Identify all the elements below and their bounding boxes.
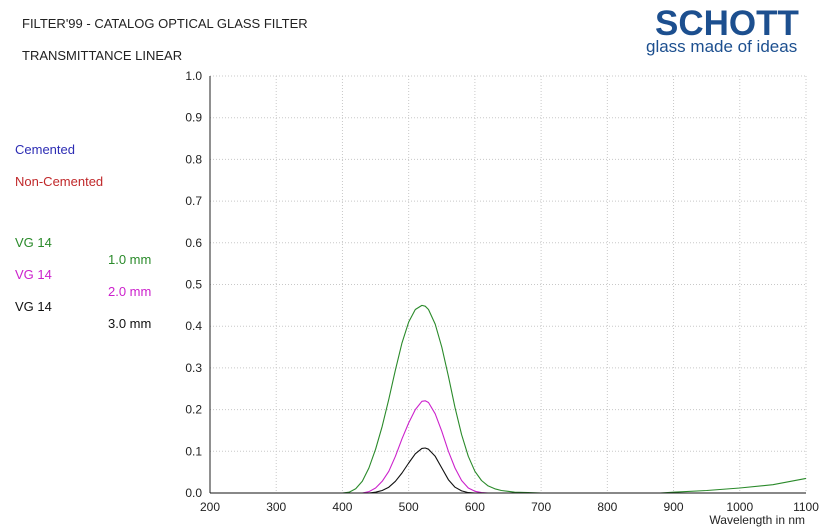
- y-tick-label: 0.0: [185, 486, 202, 500]
- x-tick-label: 900: [664, 500, 684, 514]
- y-tick-label: 0.8: [185, 152, 202, 166]
- schott-logo: SCHOTT: [655, 4, 799, 43]
- x-tick-label: 800: [597, 500, 617, 514]
- chart-title: FILTER'99 - CATALOG OPTICAL GLASS FILTER: [22, 16, 308, 31]
- legend-cemented: Cemented: [15, 142, 75, 157]
- grid: [210, 75, 807, 493]
- x-tick-label: 1100: [793, 500, 819, 514]
- y-tick-label: 0.6: [185, 236, 202, 250]
- x-tick-label: 200: [200, 500, 220, 514]
- y-tick-label: 0.4: [185, 319, 202, 333]
- x-tick-label: 1000: [726, 500, 753, 514]
- legend-glass-1: VG 14: [15, 235, 52, 250]
- series-line-2: [210, 400, 806, 494]
- legend-thickness-3: 3.0 mm: [108, 316, 152, 331]
- y-tick-label: 1.0: [185, 69, 202, 83]
- x-tick-label: 300: [266, 500, 286, 514]
- legend-glass-2: VG 14: [15, 267, 52, 282]
- y-tick-label: 0.9: [185, 111, 202, 125]
- legend-non-cemented: Non-Cemented: [15, 174, 104, 189]
- brand-tagline: glass made of ideas: [646, 37, 798, 56]
- x-tick-label: 400: [332, 500, 352, 514]
- y-tick-label: 0.5: [185, 278, 202, 292]
- legend-glass-3: VG 14: [15, 299, 52, 314]
- y-tick-label: 0.1: [185, 444, 202, 458]
- y-tick-label: 0.3: [185, 361, 202, 375]
- x-tick-label: 700: [531, 500, 551, 514]
- y-tick-label: 0.2: [185, 403, 202, 417]
- x-axis-label: Wavelength in nm: [709, 513, 805, 527]
- chart-subtitle: TRANSMITTANCE LINEAR: [22, 48, 183, 63]
- series-line-3: [210, 447, 806, 494]
- x-tick-label: 600: [465, 500, 485, 514]
- legend-thickness-1: 1.0 mm: [108, 252, 152, 267]
- legend-thickness-2: 2.0 mm: [108, 284, 152, 299]
- series-line-1: [210, 304, 807, 494]
- tick-labels: 200 300 400 500 600 700 800 900 1000 1100 0.0 0.1 0.…: [185, 69, 819, 514]
- series: [210, 304, 807, 494]
- y-tick-label: 0.7: [185, 194, 202, 208]
- x-tick-label: 500: [399, 500, 419, 514]
